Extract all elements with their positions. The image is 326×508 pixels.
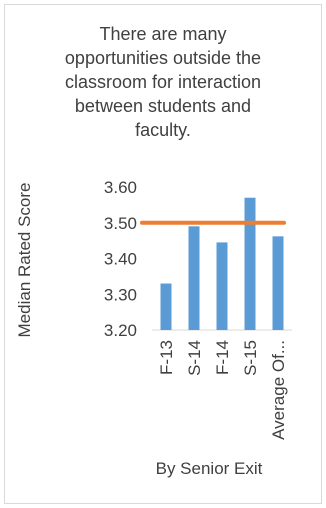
x-axis-title: By Senior Exit [156, 459, 263, 478]
y-tick-label: 3.40 [104, 250, 137, 269]
y-axis-title: Median Rated Score [15, 183, 34, 338]
y-tick-label: 3.60 [104, 178, 137, 197]
x-tick-label: S-14 [185, 340, 204, 376]
bar [244, 197, 256, 330]
bar [216, 242, 228, 330]
chart-title-line: There are many [99, 24, 227, 44]
y-tick-label: 3.30 [104, 285, 137, 304]
chart-title: There are many opportunities outside the… [8, 22, 318, 142]
chart-title-line: between students and [74, 96, 252, 116]
y-tick-label: 3.20 [104, 321, 137, 340]
chart-title-line: faculty. [135, 120, 191, 140]
chart-title-line: opportunities outside the [64, 48, 262, 68]
bar [272, 236, 284, 330]
x-tick-label: F-13 [157, 340, 176, 375]
chart-title-line: classroom for interaction [64, 72, 262, 92]
chart-area [4, 4, 322, 504]
bar [160, 283, 172, 330]
y-tick-label: 3.50 [104, 214, 137, 233]
x-tick-label: Average Of... [269, 340, 288, 440]
bar [188, 226, 200, 330]
x-tick-label: S-15 [241, 340, 260, 376]
x-tick-label: F-14 [213, 340, 232, 375]
